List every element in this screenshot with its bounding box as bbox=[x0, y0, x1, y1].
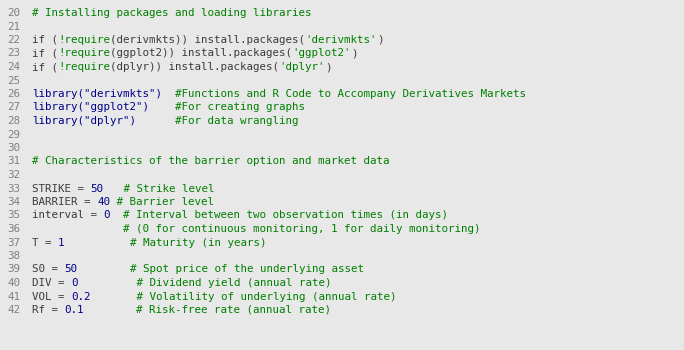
Text: ): ) bbox=[325, 62, 332, 72]
Text: 36: 36 bbox=[7, 224, 20, 234]
Text: 0: 0 bbox=[103, 210, 110, 220]
Text: # Risk-free rate (annual rate): # Risk-free rate (annual rate) bbox=[84, 305, 331, 315]
Text: interval =: interval = bbox=[32, 210, 103, 220]
Text: 40: 40 bbox=[7, 278, 20, 288]
Text: # Barrier level: # Barrier level bbox=[110, 197, 214, 207]
Text: !require: !require bbox=[58, 35, 110, 45]
Text: if (: if ( bbox=[32, 49, 58, 58]
Text: 40: 40 bbox=[97, 197, 110, 207]
Text: 21: 21 bbox=[7, 21, 20, 31]
Text: #For creating graphs: #For creating graphs bbox=[149, 103, 305, 112]
Text: 41: 41 bbox=[7, 292, 20, 301]
Text: library("dplyr"): library("dplyr") bbox=[32, 116, 136, 126]
Text: 34: 34 bbox=[7, 197, 20, 207]
Text: 0.1: 0.1 bbox=[64, 305, 84, 315]
Text: 38: 38 bbox=[7, 251, 20, 261]
Text: 39: 39 bbox=[7, 265, 20, 274]
Text: 'dplyr': 'dplyr' bbox=[279, 62, 325, 72]
Text: 20: 20 bbox=[7, 8, 20, 18]
Text: # Installing packages and loading libraries: # Installing packages and loading librar… bbox=[32, 8, 311, 18]
Text: if (: if ( bbox=[32, 62, 58, 72]
Text: 24: 24 bbox=[7, 62, 20, 72]
Text: 'ggplot2': 'ggplot2' bbox=[293, 49, 351, 58]
Text: 35: 35 bbox=[7, 210, 20, 220]
Text: 31: 31 bbox=[7, 156, 20, 167]
Text: 50: 50 bbox=[64, 265, 77, 274]
Text: library("derivmkts"): library("derivmkts") bbox=[32, 89, 162, 99]
Text: library("ggplot2"): library("ggplot2") bbox=[32, 103, 149, 112]
Text: Rf =: Rf = bbox=[32, 305, 64, 315]
Text: #Functions and R Code to Accompany Derivatives Markets: #Functions and R Code to Accompany Deriv… bbox=[162, 89, 526, 99]
Text: BARRIER =: BARRIER = bbox=[32, 197, 97, 207]
Text: # Dividend yield (annual rate): # Dividend yield (annual rate) bbox=[77, 278, 331, 288]
Text: #For data wrangling: #For data wrangling bbox=[136, 116, 299, 126]
Text: !require: !require bbox=[58, 49, 110, 58]
Text: 1: 1 bbox=[58, 238, 64, 247]
Text: # Volatility of underlying (annual rate): # Volatility of underlying (annual rate) bbox=[90, 292, 396, 301]
Text: (derivmkts)) install.packages(: (derivmkts)) install.packages( bbox=[110, 35, 305, 45]
Text: !require: !require bbox=[58, 62, 110, 72]
Text: # Spot price of the underlying asset: # Spot price of the underlying asset bbox=[77, 265, 364, 274]
Text: ): ) bbox=[351, 49, 358, 58]
Text: # Characteristics of the barrier option and market data: # Characteristics of the barrier option … bbox=[32, 156, 389, 167]
Text: 33: 33 bbox=[7, 183, 20, 194]
Text: 42: 42 bbox=[7, 305, 20, 315]
Text: 22: 22 bbox=[7, 35, 20, 45]
Text: ): ) bbox=[377, 35, 384, 45]
Text: if (: if ( bbox=[32, 35, 58, 45]
Text: DIV =: DIV = bbox=[32, 278, 71, 288]
Text: S0 =: S0 = bbox=[32, 265, 64, 274]
Text: # Interval between two observation times (in days): # Interval between two observation times… bbox=[110, 210, 448, 220]
Text: # Strike level: # Strike level bbox=[103, 183, 214, 194]
Text: STRIKE =: STRIKE = bbox=[32, 183, 90, 194]
Text: (dplyr)) install.packages(: (dplyr)) install.packages( bbox=[110, 62, 279, 72]
Text: T =: T = bbox=[32, 238, 58, 247]
Text: 0: 0 bbox=[71, 278, 77, 288]
Text: (ggplot2)) install.packages(: (ggplot2)) install.packages( bbox=[110, 49, 292, 58]
Text: 30: 30 bbox=[7, 143, 20, 153]
Text: 23: 23 bbox=[7, 49, 20, 58]
Text: 32: 32 bbox=[7, 170, 20, 180]
Text: 29: 29 bbox=[7, 130, 20, 140]
Text: 27: 27 bbox=[7, 103, 20, 112]
Text: 37: 37 bbox=[7, 238, 20, 247]
Text: 28: 28 bbox=[7, 116, 20, 126]
Text: 26: 26 bbox=[7, 89, 20, 99]
Text: 'derivmkts': 'derivmkts' bbox=[306, 35, 377, 45]
Text: 25: 25 bbox=[7, 76, 20, 85]
Text: 50: 50 bbox=[90, 183, 103, 194]
Text: # Maturity (in years): # Maturity (in years) bbox=[64, 238, 266, 247]
Text: # (0 for continuous monitoring, 1 for daily monitoring): # (0 for continuous monitoring, 1 for da… bbox=[32, 224, 480, 234]
Text: 0.2: 0.2 bbox=[71, 292, 90, 301]
Text: VOL =: VOL = bbox=[32, 292, 71, 301]
